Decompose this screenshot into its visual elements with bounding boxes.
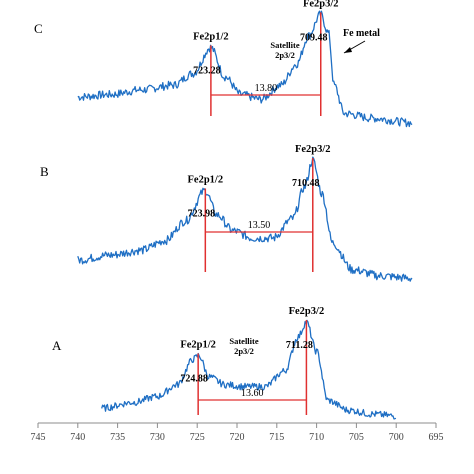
- spectrum-line-B: [77, 156, 413, 282]
- peak-energy-label: 724.88: [180, 373, 208, 384]
- panel-label-C: C: [34, 21, 43, 36]
- peak-name-label: Fe2p1/2: [193, 31, 229, 42]
- peak-name-label: Fe2p1/2: [180, 339, 216, 350]
- spectrum-line-C: [77, 10, 413, 128]
- arrow-head-icon: [344, 47, 352, 53]
- x-tick-label: 715: [269, 432, 284, 443]
- satellite-sublabel: 2p3/2: [234, 346, 254, 356]
- x-tick-label: 710: [309, 432, 324, 443]
- peak-energy-label: 723.98: [188, 209, 216, 220]
- fe-metal-label: Fe metal: [343, 28, 380, 39]
- x-tick-label: 700: [389, 432, 404, 443]
- peak-name-label: Fe2p3/2: [295, 144, 331, 155]
- splitting-label: 13.60: [241, 388, 264, 399]
- panel-label-A: A: [52, 338, 62, 353]
- x-tick-label: 745: [31, 432, 46, 443]
- x-tick-label: 695: [429, 432, 444, 443]
- peak-energy-label: 711.28: [286, 340, 313, 351]
- peak-name-label: Fe2p1/2: [188, 175, 224, 186]
- x-tick-label: 720: [230, 432, 245, 443]
- peak-energy-label: 709.48: [300, 32, 328, 43]
- x-tick-label: 730: [150, 432, 165, 443]
- splitting-label: 13.50: [248, 220, 271, 231]
- peak-energy-label: 723.28: [193, 65, 221, 76]
- satellite-label: Satellite: [229, 336, 258, 346]
- satellite-sublabel: 2p3/2: [275, 50, 295, 60]
- panel-label-B: B: [40, 164, 49, 179]
- x-tick-label: 740: [70, 432, 85, 443]
- peak-energy-label: 710.48: [292, 178, 320, 189]
- x-tick-label: 735: [110, 432, 125, 443]
- x-tick-label: 705: [349, 432, 364, 443]
- satellite-label: Satellite: [270, 40, 299, 50]
- x-tick-label: 725: [190, 432, 205, 443]
- peak-name-label: Fe2p3/2: [303, 0, 339, 9]
- splitting-label: 13.80: [255, 83, 278, 94]
- spectrum-line-A: [101, 319, 397, 420]
- peak-name-label: Fe2p3/2: [289, 306, 325, 317]
